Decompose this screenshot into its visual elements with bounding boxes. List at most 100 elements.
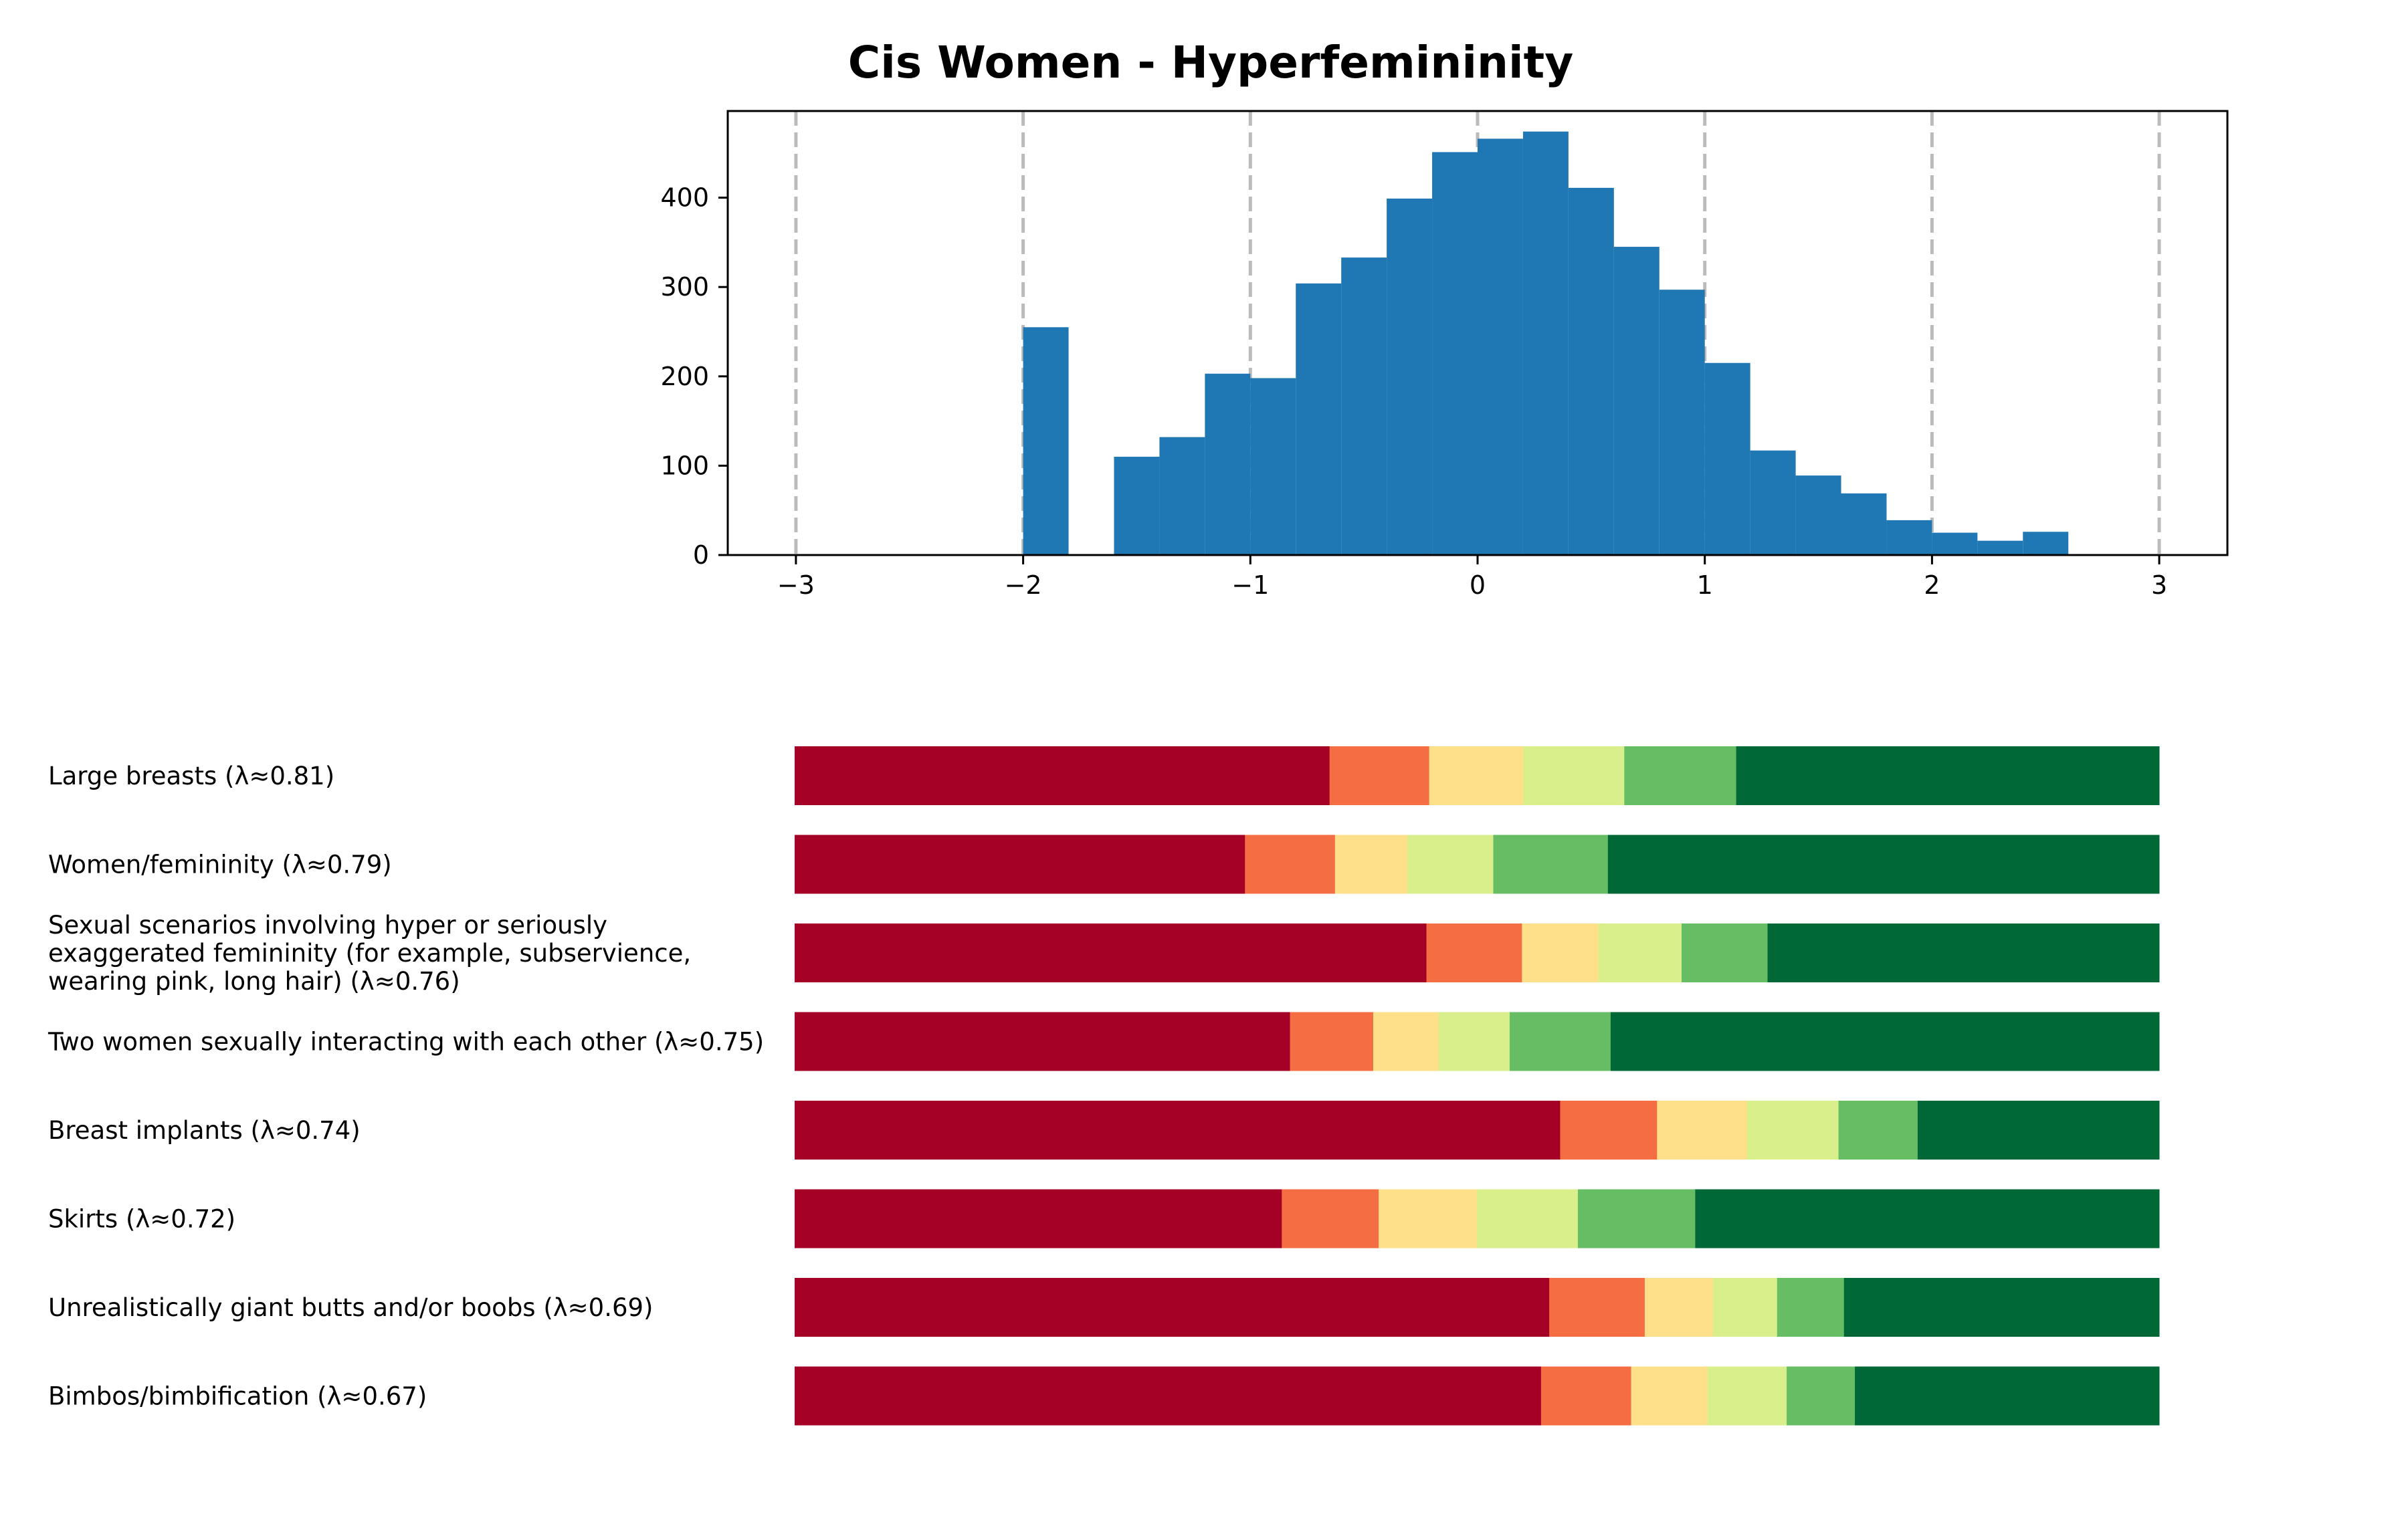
histogram-bar-14 bbox=[1704, 362, 1750, 555]
bar-segment-4-1 bbox=[1560, 1101, 1658, 1160]
bar-segment-6-5 bbox=[1843, 1278, 2160, 1337]
histogram-bar-20 bbox=[1977, 540, 2023, 555]
histogram-x-axis: −3 −2 −1 0 1 2 3 bbox=[777, 555, 2167, 600]
bar-segment-7-3 bbox=[1707, 1366, 1787, 1426]
histogram-bar-4 bbox=[1250, 378, 1296, 555]
x-tick-label-0: −3 bbox=[777, 570, 815, 600]
y-tick-label-4: 400 bbox=[660, 183, 709, 213]
row-label-5: Skirts (λ≈0.72) bbox=[48, 1205, 235, 1234]
bar-segment-2-0 bbox=[795, 923, 1427, 982]
bar-segment-5-3 bbox=[1477, 1189, 1579, 1248]
bar-segment-6-3 bbox=[1712, 1278, 1778, 1337]
stacked-row-3: Two women sexually interacting with each… bbox=[47, 1012, 2160, 1071]
histogram-bar-0 bbox=[1023, 327, 1069, 555]
histogram-bar-10 bbox=[1522, 131, 1569, 555]
x-tick-label-2: −1 bbox=[1231, 570, 1269, 600]
bar-segment-2-5 bbox=[1767, 923, 2160, 982]
histogram-bar-3 bbox=[1205, 373, 1251, 555]
histogram-bar-12 bbox=[1613, 247, 1660, 555]
bar-segment-0-2 bbox=[1429, 746, 1524, 805]
bar-segment-6-2 bbox=[1644, 1278, 1714, 1337]
histogram-bar-9 bbox=[1478, 138, 1523, 555]
row-label-4: Breast implants (λ≈0.74) bbox=[48, 1116, 361, 1145]
row-label-0: Large breasts (λ≈0.81) bbox=[48, 762, 334, 790]
histogram-bar-7 bbox=[1387, 198, 1433, 555]
bar-segment-3-4 bbox=[1509, 1012, 1611, 1071]
bar-segment-0-3 bbox=[1523, 746, 1625, 805]
histogram-bar-2 bbox=[1159, 437, 1205, 555]
bar-segment-7-4 bbox=[1787, 1366, 1855, 1426]
bar-segment-6-1 bbox=[1549, 1278, 1645, 1337]
histogram-bar-13 bbox=[1659, 290, 1705, 555]
bar-segment-3-2 bbox=[1373, 1012, 1439, 1071]
bar-segment-2-2 bbox=[1522, 923, 1599, 982]
x-tick-label-6: 3 bbox=[2151, 570, 2167, 600]
bar-segment-7-1 bbox=[1540, 1366, 1632, 1426]
chart-title: Cis Women - Hyperfemininity bbox=[848, 37, 1573, 88]
bar-segment-1-3 bbox=[1407, 835, 1494, 894]
stacked-row-4: Breast implants (λ≈0.74) bbox=[48, 1101, 2160, 1160]
row-label-3: Two women sexually interacting with each… bbox=[47, 1028, 764, 1057]
histogram-bar-19 bbox=[1932, 532, 1978, 555]
bar-segment-2-3 bbox=[1598, 923, 1682, 982]
stacked-bar-chart: Large breasts (λ≈0.81) Women/femininity (… bbox=[47, 746, 2160, 1426]
row-label-2: Sexual scenarios involving hyper or seri… bbox=[48, 911, 691, 996]
bar-segment-2-1 bbox=[1426, 923, 1522, 982]
histogram-bar-5 bbox=[1296, 283, 1342, 555]
bar-segment-1-2 bbox=[1334, 835, 1408, 894]
bar-segment-0-1 bbox=[1329, 746, 1430, 805]
x-tick-label-5: 2 bbox=[1924, 570, 1940, 600]
histogram-bar-16 bbox=[1795, 475, 1841, 555]
bar-segment-4-5 bbox=[1917, 1101, 2160, 1160]
bar-segment-1-0 bbox=[795, 835, 1245, 894]
stacked-row-7: Bimbos/bimbification (λ≈0.67) bbox=[48, 1366, 2160, 1426]
bar-segment-0-4 bbox=[1624, 746, 1737, 805]
stacked-row-0: Large breasts (λ≈0.81) bbox=[48, 746, 2160, 805]
histogram-bar-17 bbox=[1841, 493, 1887, 555]
row-label-6: Unrealistically giant butts and/or boobs… bbox=[48, 1293, 654, 1322]
histogram-bar-15 bbox=[1750, 450, 1796, 555]
bar-segment-5-0 bbox=[795, 1189, 1282, 1248]
y-tick-label-1: 100 bbox=[660, 451, 709, 480]
bar-segment-7-0 bbox=[795, 1366, 1542, 1426]
histogram-bar-11 bbox=[1568, 187, 1614, 556]
row-label-1: Women/femininity (λ≈0.79) bbox=[48, 851, 392, 879]
histogram-bar-1 bbox=[1114, 457, 1160, 555]
bar-segment-1-5 bbox=[1607, 835, 2160, 894]
histogram-bar-8 bbox=[1432, 152, 1478, 556]
bar-segment-5-5 bbox=[1695, 1189, 2160, 1248]
bar-segment-5-4 bbox=[1577, 1189, 1696, 1248]
bar-segment-3-1 bbox=[1290, 1012, 1374, 1071]
stacked-row-5: Skirts (λ≈0.72) bbox=[48, 1189, 2160, 1248]
bar-segment-3-3 bbox=[1438, 1012, 1510, 1071]
bar-segment-5-1 bbox=[1282, 1189, 1379, 1248]
row-label-7: Bimbos/bimbification (λ≈0.67) bbox=[48, 1382, 427, 1411]
stacked-row-2: Sexual scenarios involving hyper or seri… bbox=[48, 911, 2160, 996]
bar-segment-7-5 bbox=[1855, 1366, 2160, 1426]
histogram-chart: −3 −2 −1 0 1 2 3 0 100 200 300 400 bbox=[660, 110, 2229, 600]
bar-segment-4-3 bbox=[1746, 1101, 1839, 1160]
bar-segment-0-5 bbox=[1736, 746, 2160, 805]
stacked-row-6: Unrealistically giant butts and/or boobs… bbox=[48, 1278, 2160, 1337]
y-tick-label-0: 0 bbox=[693, 540, 709, 570]
histogram-y-axis: 0 100 200 300 400 bbox=[660, 183, 728, 570]
bar-segment-5-2 bbox=[1379, 1189, 1478, 1248]
histogram-bar-21 bbox=[2023, 532, 2069, 555]
bar-segment-3-0 bbox=[795, 1012, 1291, 1071]
bar-segment-3-5 bbox=[1610, 1012, 2160, 1071]
y-tick-label-2: 200 bbox=[660, 362, 709, 391]
bar-segment-4-4 bbox=[1838, 1101, 1918, 1160]
bar-segment-6-4 bbox=[1777, 1278, 1845, 1337]
bar-segment-6-0 bbox=[795, 1278, 1550, 1337]
histogram-bar-18 bbox=[1886, 520, 1932, 555]
bar-segment-4-0 bbox=[795, 1101, 1561, 1160]
histogram-bar-6 bbox=[1341, 257, 1387, 555]
stacked-bar-rows: Large breasts (λ≈0.81) Women/femininity (… bbox=[47, 746, 2160, 1426]
x-tick-label-4: 1 bbox=[1697, 570, 1713, 600]
bar-segment-1-1 bbox=[1245, 835, 1336, 894]
bar-segment-0-0 bbox=[795, 746, 1330, 805]
bar-segment-2-4 bbox=[1682, 923, 1769, 982]
bar-segment-1-4 bbox=[1493, 835, 1609, 894]
y-tick-label-3: 300 bbox=[660, 272, 709, 302]
